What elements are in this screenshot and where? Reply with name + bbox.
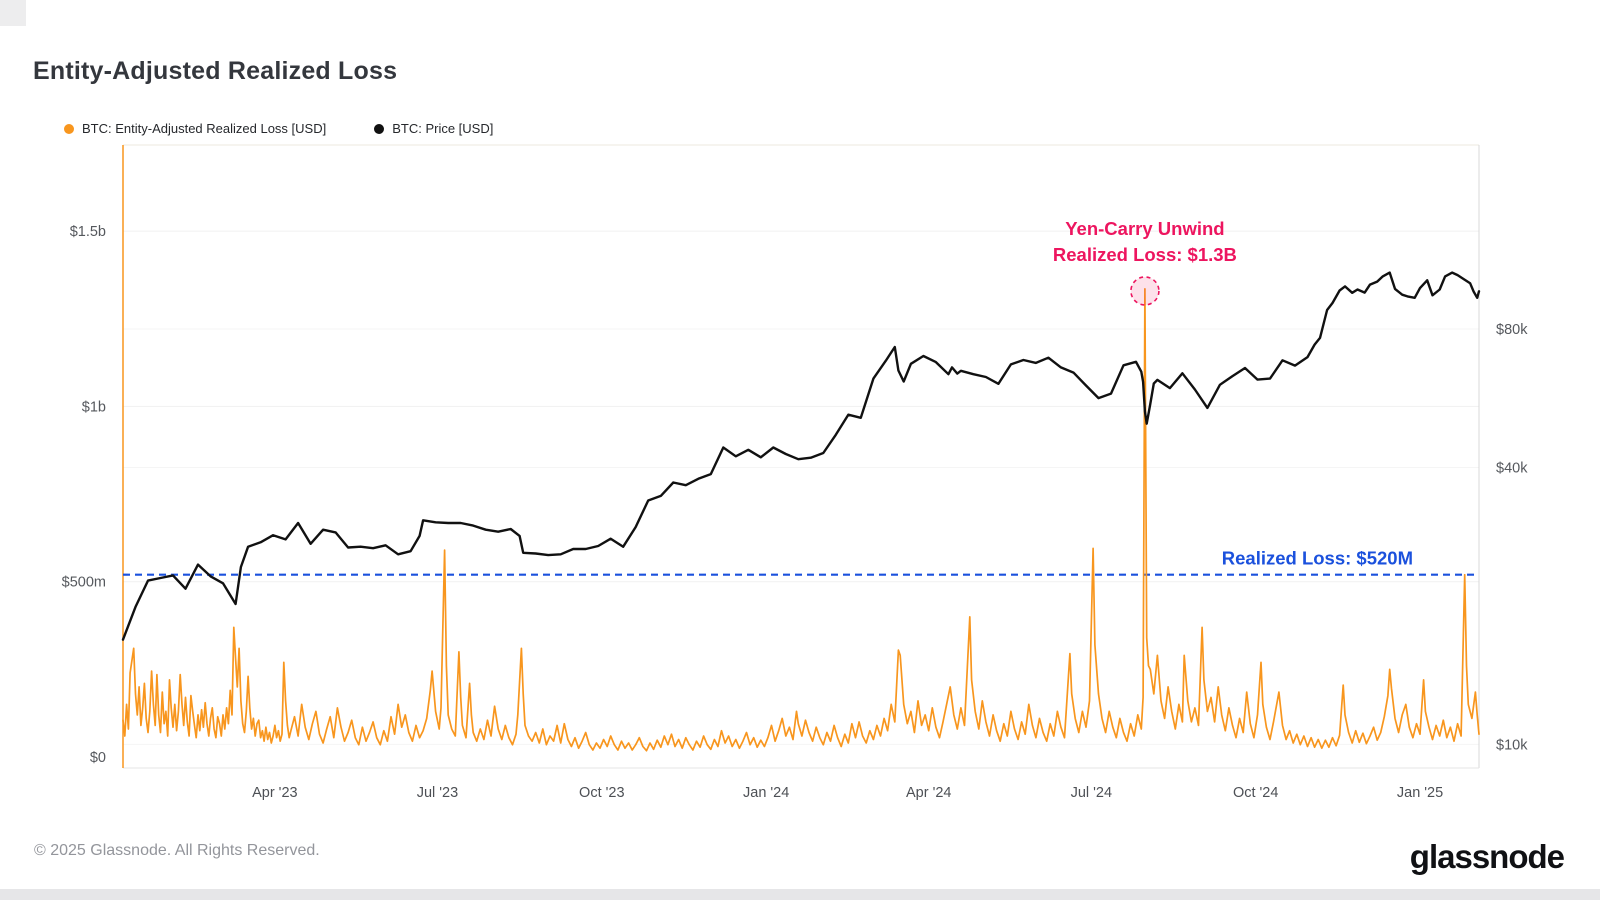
realized-loss-line-series — [122, 288, 1480, 752]
legend-label-realized-loss: BTC: Entity-Adjusted Realized Loss [USD] — [82, 121, 327, 136]
x-axis-tick-label: Jul '24 — [1071, 785, 1112, 801]
glassnode-logo[interactable]: glassnode — [1409, 838, 1565, 875]
y-axis-left-tick-label: $1.5b — [70, 224, 106, 240]
x-axis-tick-label: Apr '23 — [252, 785, 298, 801]
legend-label-price: BTC: Price [USD] — [392, 121, 494, 136]
y-axis-left-tick-label: $1b — [82, 399, 106, 415]
window-corner-artifact — [0, 0, 26, 26]
y-axis-left-tick-label: $500m — [62, 575, 106, 591]
yen-carry-annotation-line2: Realized Loss: $1.3B — [1053, 244, 1237, 265]
yen-carry-circle-icon — [1130, 276, 1160, 306]
x-axis-tick-label: Oct '24 — [1233, 785, 1278, 801]
yen-carry-annotation-line1: Yen-Carry Unwind — [1065, 218, 1224, 239]
x-axis-tick-label: Apr '24 — [906, 785, 952, 801]
legend-dot-black-icon — [374, 123, 385, 134]
x-axis-tick-label: Jul '23 — [417, 785, 458, 801]
btc-price-line-series — [121, 271, 1481, 641]
footer-copyright: © 2025 Glassnode. All Rights Reserved. — [34, 842, 320, 859]
x-axis-tick-label: Oct '23 — [579, 785, 624, 801]
y-axis-left-tick-label: $0 — [90, 750, 106, 766]
realized-loss-annotation-label: Realized Loss: $520M — [1222, 548, 1413, 569]
page-title: Entity-Adjusted Realized Loss — [33, 56, 398, 85]
x-axis-tick-label: Jan '25 — [1397, 785, 1443, 801]
legend-item-price[interactable]: BTC: Price [USD] — [374, 121, 493, 136]
y-axis-right-tick-label: $40k — [1496, 460, 1528, 476]
legend-item-realized-loss[interactable]: BTC: Entity-Adjusted Realized Loss [USD] — [64, 121, 326, 136]
y-axis-right-tick-label: $80k — [1496, 322, 1528, 338]
bottom-strip-divider — [0, 889, 1600, 900]
x-axis-tick-label: Jan '24 — [743, 785, 789, 801]
legend-dot-orange-icon — [64, 123, 74, 134]
chart-legend: BTC: Entity-Adjusted Realized Loss [USD]… — [64, 121, 541, 136]
y-axis-right-tick-label: $10k — [1496, 737, 1528, 753]
